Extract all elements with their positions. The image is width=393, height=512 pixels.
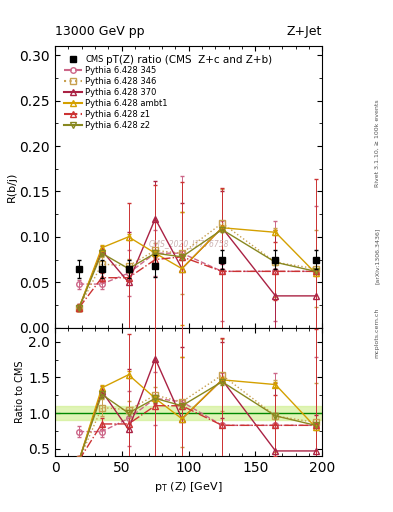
X-axis label: $\mathregular{p_T}$ (Z) [GeV]: $\mathregular{p_T}$ (Z) [GeV] <box>154 480 223 494</box>
Y-axis label: Ratio to CMS: Ratio to CMS <box>15 360 26 423</box>
Text: pT(Z) ratio (CMS  Z+c and Z+b): pT(Z) ratio (CMS Z+c and Z+b) <box>106 55 272 65</box>
Legend: CMS, Pythia 6.428 345, Pythia 6.428 346, Pythia 6.428 370, Pythia 6.428 ambt1, P: CMS, Pythia 6.428 345, Pythia 6.428 346,… <box>62 53 169 132</box>
Bar <box>55 406 322 420</box>
Text: [arXiv:1306.3436]: [arXiv:1306.3436] <box>375 228 380 284</box>
Text: CMS_2020_I1776758: CMS_2020_I1776758 <box>149 239 229 248</box>
Y-axis label: R(b/j): R(b/j) <box>7 172 17 202</box>
Text: Z+Jet: Z+Jet <box>287 26 322 38</box>
Text: Rivet 3.1.10, ≥ 100k events: Rivet 3.1.10, ≥ 100k events <box>375 99 380 187</box>
Text: 13000 GeV pp: 13000 GeV pp <box>55 26 145 38</box>
Text: mcplots.cern.ch: mcplots.cern.ch <box>375 308 380 358</box>
